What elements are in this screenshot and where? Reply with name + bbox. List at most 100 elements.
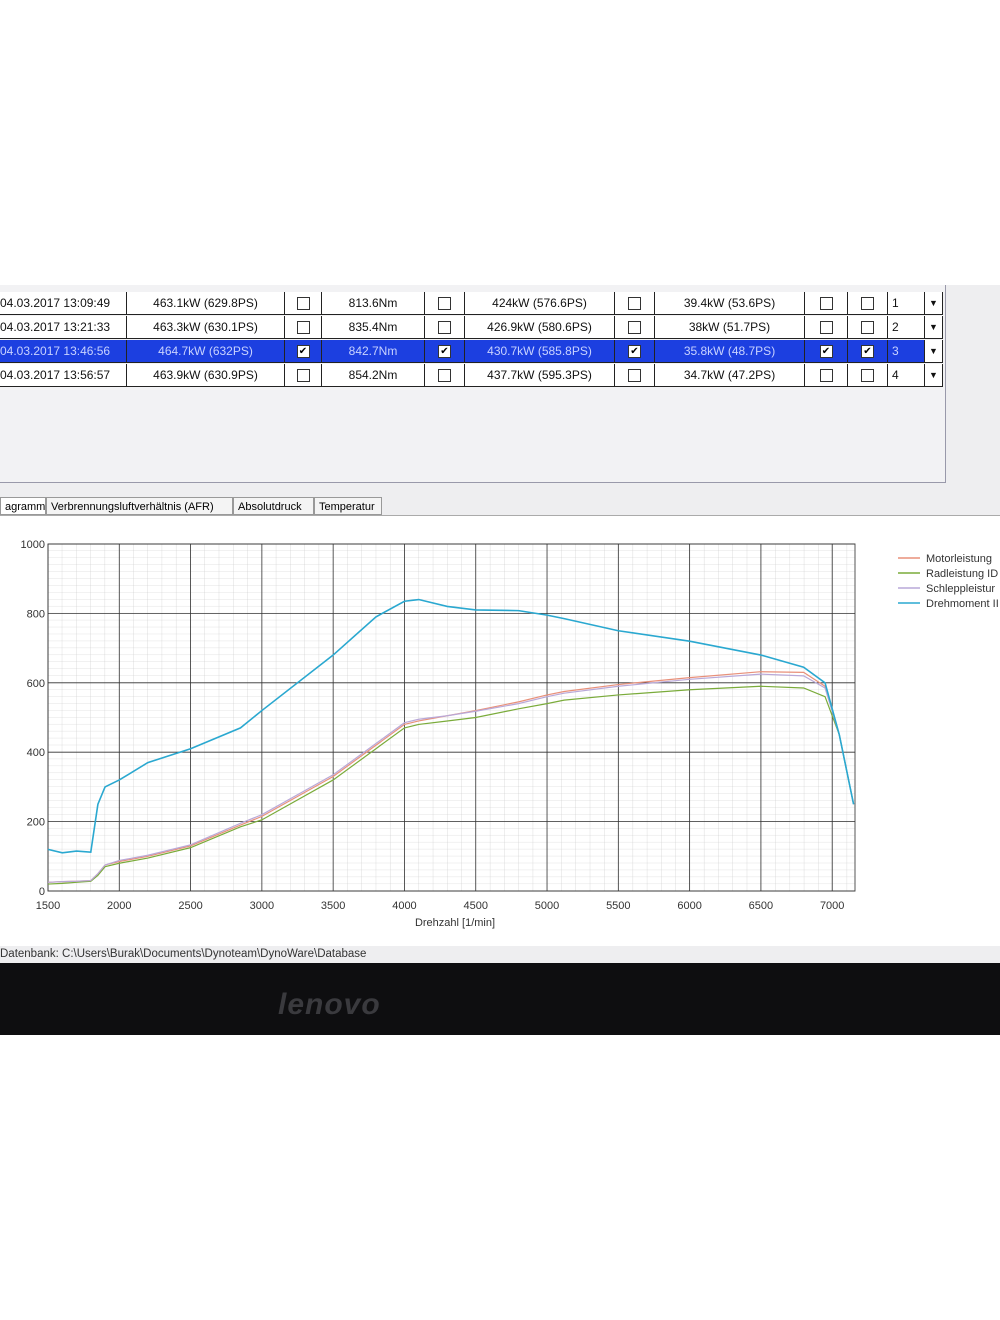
checkbox[interactable]: ✔: [438, 345, 451, 359]
checkbox[interactable]: [296, 321, 310, 335]
table-cell: 1: [888, 292, 925, 315]
x-axis-label: Drehzahl [1/min]: [415, 917, 495, 929]
checkbox[interactable]: [296, 369, 310, 383]
table-cell: 04.03.2017 13:56:57: [0, 364, 127, 387]
checkbox-cell: ✔: [615, 340, 655, 363]
table-cell: 426.9kW (580.6PS): [465, 316, 615, 339]
table-cell: 34.7kW (47.2PS): [655, 364, 805, 387]
table-cell: 463.9kW (630.9PS): [127, 364, 285, 387]
checkbox[interactable]: [628, 321, 641, 335]
dropdown-button[interactable]: ▼: [925, 292, 943, 315]
table-cell: 842.7Nm: [322, 340, 425, 363]
checkbox-cell: [848, 364, 888, 387]
checkbox[interactable]: [438, 321, 451, 335]
checkbox-cell: [285, 292, 322, 315]
x-tick-label: 6500: [749, 900, 773, 912]
checkbox-cell: [615, 292, 655, 315]
table-cell: 39.4kW (53.6PS): [655, 292, 805, 315]
dropdown-button[interactable]: ▼: [925, 364, 943, 387]
legend-label: Drehmoment II: [926, 598, 999, 610]
tab[interactable]: agramm: [0, 497, 46, 515]
x-tick-label: 3500: [321, 900, 345, 912]
chart: Drehzahl [1/min] 0 200 400 600 800 1000 1500 20…: [21, 539, 999, 929]
x-tick-label: 7000: [820, 900, 844, 912]
checkbox-cell: [805, 364, 848, 387]
legend-label: Schleppleistur: [926, 583, 995, 595]
checkbox-cell: [805, 316, 848, 339]
series-line: [47, 673, 855, 883]
checkbox-cell: ✔: [285, 340, 322, 363]
tab[interactable]: Verbrennungsluftverhältnis (AFR): [46, 497, 233, 515]
table-cell: 854.2Nm: [322, 364, 425, 387]
status-bar: Datenbank: C:\Users\Burak\Documents\Dyno…: [0, 948, 367, 960]
table-cell: 04.03.2017 13:21:33: [0, 316, 127, 339]
table-cell: 04.03.2017 13:09:49: [0, 292, 127, 315]
table-cell: 463.1kW (629.8PS): [127, 292, 285, 315]
table-cell: 35.8kW (48.7PS): [655, 340, 805, 363]
checkbox-cell: [285, 364, 322, 387]
y-tick-label: 600: [27, 678, 45, 690]
table-cell: 04.03.2017 13:46:56: [0, 340, 127, 363]
checkbox-cell: ✔: [805, 340, 848, 363]
checkbox-cell: [848, 316, 888, 339]
table-cell: 4: [888, 364, 925, 387]
tab[interactable]: Absolutdruck: [233, 497, 314, 515]
x-tick-label: 5000: [535, 900, 559, 912]
x-tick-label: 5500: [606, 900, 630, 912]
dropdown-button[interactable]: ▼: [925, 316, 943, 339]
checkbox[interactable]: ✔: [296, 345, 310, 359]
checkbox[interactable]: [628, 369, 641, 383]
x-tick-label: 4000: [392, 900, 416, 912]
y-tick-label: 400: [27, 747, 45, 759]
x-tick-label: 2500: [178, 900, 202, 912]
checkbox-cell: [425, 316, 465, 339]
checkbox-cell: ✔: [425, 340, 465, 363]
checkbox[interactable]: [861, 369, 874, 383]
checkbox[interactable]: [819, 297, 833, 311]
checkbox[interactable]: [438, 297, 451, 311]
checkbox[interactable]: ✔: [628, 345, 641, 359]
table-cell: 813.6Nm: [322, 292, 425, 315]
x-tick-label: 3000: [250, 900, 274, 912]
checkbox-cell: [425, 364, 465, 387]
checkbox-cell: ✔: [848, 340, 888, 363]
dropdown-button[interactable]: ▼: [925, 340, 943, 363]
legend-label: Motorleistung: [926, 553, 992, 565]
table-cell: 424kW (576.6PS): [465, 292, 615, 315]
brand-logo: lenovo: [278, 988, 381, 1021]
x-tick-label: 6000: [677, 900, 701, 912]
checkbox-cell: [425, 292, 465, 315]
checkbox[interactable]: [819, 369, 833, 383]
checkbox[interactable]: [628, 297, 641, 311]
tab[interactable]: Temperatur: [314, 497, 382, 515]
checkbox[interactable]: [861, 321, 874, 335]
x-tick-label: 1500: [36, 900, 60, 912]
table-cell: 463.3kW (630.1PS): [127, 316, 285, 339]
plot-area: [47, 543, 856, 892]
checkbox[interactable]: ✔: [861, 345, 874, 359]
series-line: [47, 685, 855, 885]
table-cell: 835.4Nm: [322, 316, 425, 339]
checkbox[interactable]: [819, 321, 833, 335]
series-line: [47, 598, 855, 854]
table-cell: 437.7kW (595.3PS): [465, 364, 615, 387]
y-tick-label: 200: [27, 817, 45, 829]
table-cell: 38kW (51.7PS): [655, 316, 805, 339]
legend-label: Radleistung ID: [926, 568, 998, 580]
table-cell: 430.7kW (585.8PS): [465, 340, 615, 363]
table-cell: 2: [888, 316, 925, 339]
y-tick-label: 800: [27, 608, 45, 620]
checkbox-cell: [285, 316, 322, 339]
y-tick-label: 1000: [21, 539, 45, 551]
checkbox[interactable]: [438, 369, 451, 383]
table-cell: 464.7kW (632PS): [127, 340, 285, 363]
laptop-bezel: [0, 963, 1000, 1035]
checkbox-cell: [848, 292, 888, 315]
checkbox[interactable]: ✔: [819, 345, 833, 359]
x-tick-label: 4500: [463, 900, 487, 912]
checkbox[interactable]: [861, 297, 874, 311]
y-tick-label: 0: [39, 886, 45, 898]
x-tick-label: 2000: [107, 900, 131, 912]
checkbox[interactable]: [296, 297, 310, 311]
